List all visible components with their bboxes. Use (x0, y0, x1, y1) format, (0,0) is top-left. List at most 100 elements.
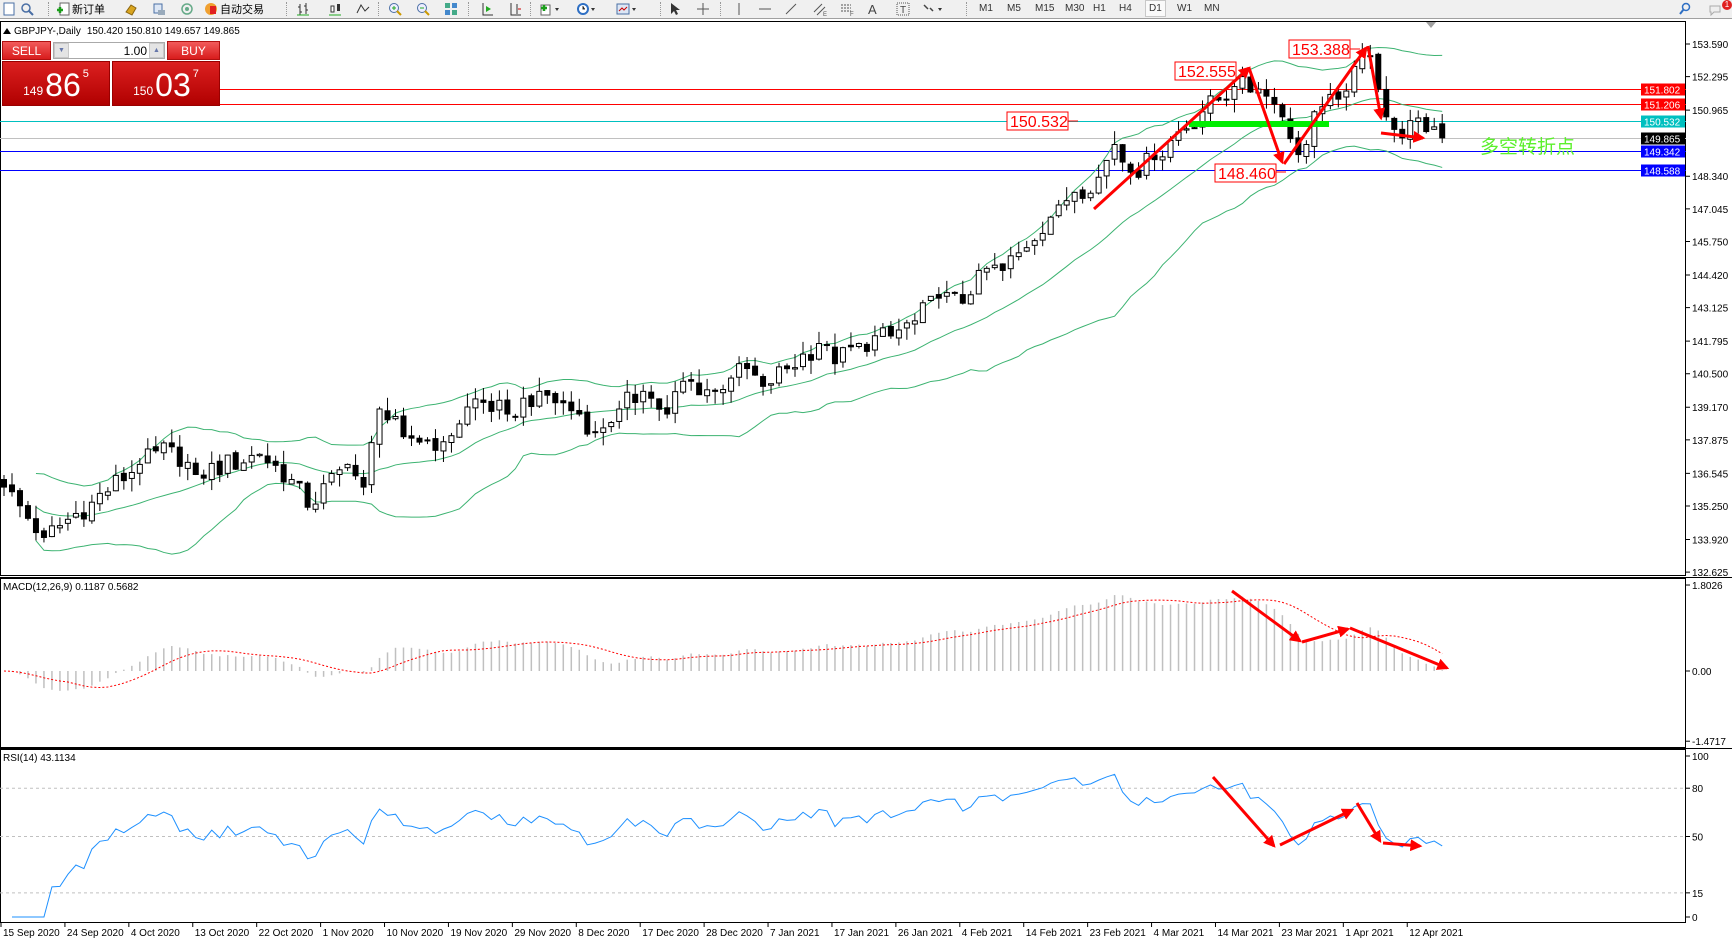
market-watch-icon[interactable] (124, 1, 138, 17)
fibonacci-icon[interactable]: F (840, 1, 856, 17)
candle-body (1415, 117, 1422, 123)
candle (712, 388, 719, 404)
buy-price-button[interactable]: 150 03 7 (112, 61, 220, 106)
candle (1087, 190, 1094, 202)
timeframe-m30[interactable]: M30 (1065, 3, 1085, 14)
candle-body (1287, 118, 1294, 140)
crosshair-icon[interactable] (696, 1, 710, 17)
templates-icon[interactable] (616, 1, 638, 17)
candle-body (544, 390, 551, 396)
candle-body (56, 525, 63, 529)
cursor-icon[interactable] (668, 1, 682, 17)
candle (448, 432, 455, 453)
candle (424, 437, 431, 445)
date-tick-label: 15 Sep 2020 (3, 928, 60, 939)
candle-body (792, 367, 799, 370)
sell-button[interactable]: SELL (2, 41, 51, 60)
candle-body (935, 294, 942, 299)
candle (1391, 116, 1398, 143)
arrows-tool-icon[interactable] (922, 1, 944, 17)
candle (120, 467, 127, 490)
text-label-icon[interactable]: T (896, 1, 910, 17)
candle-body (192, 462, 199, 475)
collapse-triangle-icon[interactable] (3, 28, 11, 34)
candle (80, 500, 87, 527)
candlestick-chart-icon[interactable] (328, 1, 342, 17)
candle (216, 454, 223, 483)
new-order-button[interactable]: 新订单 (56, 1, 105, 17)
candle-body (736, 363, 743, 378)
timeframe-m1[interactable]: M1 (979, 3, 993, 14)
search-icon[interactable] (1678, 1, 1692, 17)
timeframe-w1[interactable]: W1 (1177, 3, 1192, 14)
candle (584, 404, 591, 437)
candle (1127, 161, 1134, 185)
lot-increase-icon[interactable]: ▲ (149, 43, 164, 58)
auto-trading-button[interactable]: 自动交易 (204, 1, 264, 17)
macd-signal (3, 599, 1443, 689)
candle-body (88, 501, 95, 522)
candle (1183, 120, 1190, 134)
candle (1399, 120, 1406, 145)
chart-shift-marker[interactable] (1426, 22, 1436, 28)
new-chart-icon[interactable] (2, 1, 16, 17)
candle (839, 346, 846, 368)
rsi-polyline (11, 773, 1443, 918)
candle-body (871, 335, 878, 351)
lot-decrease-icon[interactable]: ▼ (54, 43, 69, 58)
timeframe-m15[interactable]: M15 (1035, 3, 1055, 14)
candle (640, 384, 647, 414)
candle-body (480, 399, 487, 403)
timeframe-mn[interactable]: MN (1204, 3, 1220, 14)
candle (1, 474, 7, 497)
timeframe-h1[interactable]: H1 (1093, 3, 1106, 14)
lot-size-input[interactable] (69, 43, 149, 58)
candle-body (304, 482, 311, 508)
equidistant-channel-icon[interactable]: E (812, 1, 828, 17)
new-order-icon (57, 2, 70, 16)
periods-icon[interactable] (576, 1, 598, 17)
horizontal-line-icon[interactable] (758, 1, 772, 17)
candle-body (1063, 200, 1070, 206)
auto-scroll-icon[interactable] (480, 1, 494, 17)
sell-price-button[interactable]: 149 86 5 (2, 61, 110, 106)
date-tick-label: 23 Feb 2021 (1090, 928, 1147, 939)
timeframe-d1[interactable]: D1 (1145, 0, 1166, 17)
candle-body (760, 376, 767, 387)
candle (320, 474, 327, 510)
candle (520, 386, 527, 426)
macd-arrows (1231, 589, 1450, 670)
zoom-out-icon[interactable] (416, 1, 430, 17)
candle-body (1231, 86, 1238, 100)
timeframe-m5[interactable]: M5 (1007, 3, 1021, 14)
buy-button[interactable]: BUY (167, 41, 220, 60)
toolbar-separator (660, 2, 662, 16)
zoom-in-icon[interactable] (388, 1, 402, 17)
bar-chart-icon[interactable] (296, 1, 310, 17)
trendline-icon[interactable] (784, 1, 798, 17)
chart-shift-icon[interactable] (508, 1, 522, 17)
navigator-search-icon[interactable] (20, 1, 34, 17)
candle-body (1159, 156, 1166, 161)
candle (1047, 215, 1054, 235)
timeframe-h4[interactable]: H4 (1119, 3, 1132, 14)
price-line-label-bg (1641, 83, 1685, 96)
notification-icon[interactable] (1708, 1, 1722, 17)
candle-body (951, 291, 958, 294)
candle (704, 378, 711, 403)
candle-body (104, 491, 111, 496)
candle-body (815, 343, 822, 360)
data-window-icon[interactable] (152, 1, 166, 17)
text-tool-icon[interactable]: A (868, 1, 877, 17)
line-chart-icon[interactable] (356, 1, 370, 17)
signals-icon[interactable] (180, 1, 194, 17)
date-tick-label: 4 Oct 2020 (131, 928, 180, 939)
vertical-line-icon[interactable] (732, 1, 746, 17)
toolbar: 新订单 自动交易 E F A T M1 M5 M15 M30 H1 H4 D1 W1 MN 1 (0, 0, 1732, 19)
candle-body (1343, 90, 1350, 98)
indicators-icon[interactable] (540, 1, 562, 17)
rsi-label: RSI(14) 43.1134 (3, 753, 76, 764)
tile-windows-icon[interactable] (444, 1, 458, 17)
candle (456, 419, 463, 438)
